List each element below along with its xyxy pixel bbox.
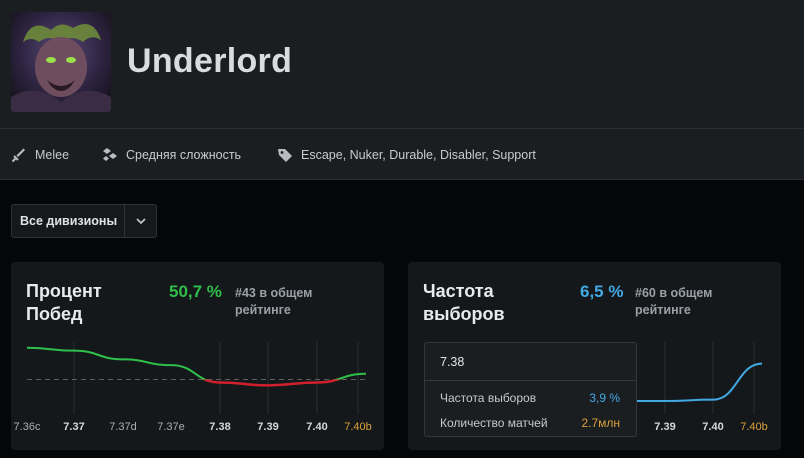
complexity-label: Средняя сложность [126,148,242,162]
x-tick-label: 7.36c [14,421,41,433]
pick-rate-line [636,362,763,403]
sword-icon [11,148,25,163]
x-tick-label: 7.38 [209,421,230,433]
x-tick-label: 7.40 [306,421,327,433]
x-tick-label: 7.37d [109,421,137,433]
win-rate-card: Процент Побед 50,7 % #43 в общем рейтинг… [11,262,384,450]
pick-rate-rank-line1: #60 в общем [635,286,713,300]
x-tick-label: 7.40b [740,421,768,433]
win-rate-title-line1: Процент [26,281,102,301]
x-tick-label: 7.40 [702,421,723,433]
roles-label: Escape, Nuker, Durable, Disabler, Suppor… [301,148,536,162]
win-rate-title: Процент Побед [26,280,156,326]
pick-rate-title: Частота выборов [423,280,553,326]
attack-type: Melee [11,129,69,181]
division-select-value: Все дивизионы [20,214,118,228]
win-rate-chart[interactable]: 7.36c 7.37 7.37d 7.37e 7.38 7.39 7.40 7.40b [11,262,384,450]
roles: Escape, Nuker, Durable, Disabler, Suppor… [277,129,536,181]
win-rate-line-below [202,379,342,387]
division-select-divider [124,205,125,237]
x-tick-label: 7.39 [257,421,278,433]
x-tick-label: 7.37e [157,421,185,433]
win-rate-value: 50,7 % [169,282,222,301]
win-rate-rank: #43 в общем рейтинге [235,285,312,319]
x-tick-label: 7.39 [654,421,675,433]
pick-rate-value: 6,5 % [580,282,624,301]
hero-name: Underlord [127,42,293,80]
chart-tooltip: 7.38 Частота выборов 3,9 % Количество ма… [424,342,637,437]
pick-rate-rank-line2: рейтинге [635,303,691,317]
tag-icon [278,149,292,162]
tooltip-row1-label: Частота выборов [440,391,537,405]
win-rate-rank-line1: #43 в общем [235,286,313,300]
win-rate-line-above [26,346,367,380]
pick-rate-title-line2: выборов [423,304,505,324]
tooltip-divider [425,380,636,381]
tooltip-patch: 7.38 [440,355,465,369]
chevron-down-icon[interactable] [125,217,156,225]
tooltip-row2-value: 2.7млн [581,416,620,430]
x-tick-label: 7.37 [63,421,84,433]
complexity-icon [103,148,117,161]
win-rate-rank-line2: рейтинге [235,303,291,317]
complexity: Средняя сложность [102,129,241,181]
hero-portrait [11,12,111,112]
pick-rate-title-line1: Частота [423,281,494,301]
pick-rate-rank: #60 в общем рейтинге [635,285,712,319]
tooltip-row1-value: 3,9 % [589,391,620,405]
tooltip-row2-label: Количество матчей [440,416,548,430]
hero-info-bar: Melee Средняя сложность Escape, Nuker, D… [0,128,804,180]
attack-type-label: Melee [35,148,70,162]
division-select[interactable]: Все дивизионы [11,204,157,238]
hero-header: Underlord [0,0,804,128]
win-rate-title-line2: Побед [26,304,83,324]
x-tick-label: 7.40b [344,421,372,433]
